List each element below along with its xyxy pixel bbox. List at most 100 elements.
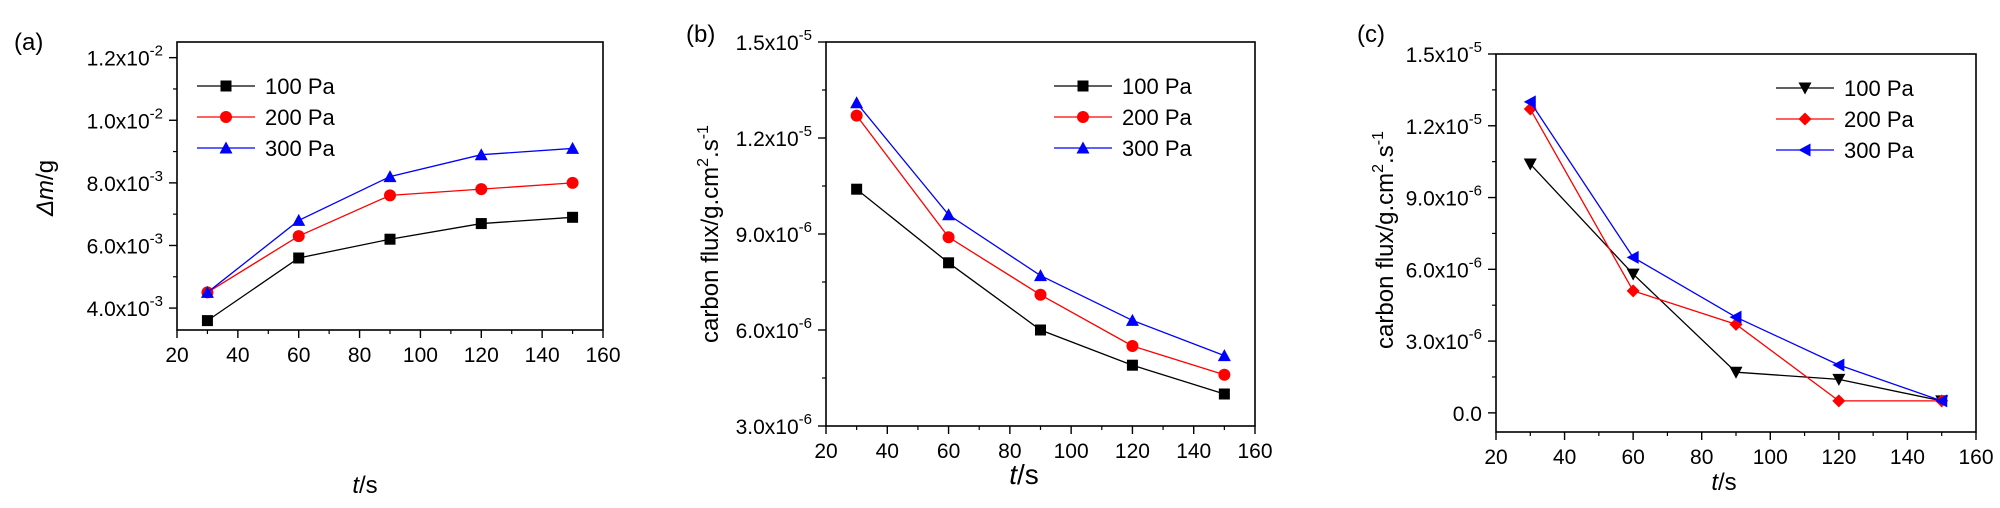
y-tick-label: 1.2x10-5 [1406, 111, 1482, 139]
data-point [1126, 359, 1138, 371]
data-point [566, 141, 580, 154]
series-200-pa [850, 109, 1231, 381]
data-point [1126, 340, 1139, 352]
data-point [383, 170, 397, 183]
y-tick-label: 9.0x10-6 [736, 219, 812, 247]
x-tick-label: 160 [585, 344, 620, 367]
data-point [1832, 358, 1845, 372]
x-tick-label: 60 [937, 440, 960, 463]
x-tick-label: 80 [1690, 446, 1713, 469]
legend-label: 200 Pa [265, 105, 335, 130]
y-tick-label: 1.2x10-5 [736, 123, 812, 151]
legend-label: 200 Pa [1844, 107, 1914, 132]
data-point [1935, 394, 1948, 408]
legend-marker [1077, 80, 1089, 92]
data-point [1218, 388, 1230, 400]
x-tick-label: 160 [1237, 440, 1272, 463]
panel-b: (b) 20 40 60 80 100 120 140 160 3.0x10-6 6.0x10-6 9… [686, 21, 1273, 490]
x-tick-label: 40 [1553, 446, 1576, 469]
panel-c-legend: 100 Pa 200 Pa 300 Pa [1776, 76, 1914, 163]
y-tick-label: 3.0x10-6 [1406, 326, 1482, 354]
data-point [1125, 313, 1139, 326]
legend-marker [220, 111, 232, 123]
x-tick-label: 20 [814, 440, 837, 463]
series-300-pa [1523, 95, 1948, 408]
y-tick-label: 6.0x10-3 [87, 230, 163, 258]
data-point [1729, 366, 1743, 379]
x-tick-label: 120 [464, 344, 499, 367]
panel-c-x-axis-label: t/s [1711, 469, 1736, 496]
x-tick-label: 120 [1115, 440, 1150, 463]
data-point [1626, 250, 1639, 264]
legend-marker [219, 141, 233, 154]
data-point [292, 230, 305, 243]
series-line [207, 216, 573, 322]
legend-marker [1798, 143, 1811, 157]
x-tick-label: 80 [998, 440, 1021, 463]
legend-marker [1077, 111, 1089, 123]
data-point [1034, 269, 1047, 282]
data-point [1626, 268, 1640, 281]
panel-c: (c) 20 40 60 80 100 120 140 160 0.0 3.0x10-6 6.0x10… [1357, 21, 1994, 496]
series-100-pa [201, 211, 579, 327]
x-tick-label: 40 [226, 344, 249, 367]
y-tick-label: 1.0x10-2 [87, 105, 163, 133]
panel-a: (a) 20 40 60 80 100 120 140 160 4.0x10-3 6.0x10-3 8… [14, 29, 621, 499]
data-point [474, 148, 488, 161]
data-point [200, 285, 214, 298]
panel-a-legend: 100 Pa 200 Pa 300 Pa [197, 74, 335, 161]
x-tick-label: 20 [165, 344, 188, 367]
series-300-pa [850, 96, 1231, 362]
legend-marker [1076, 141, 1090, 154]
panel-b-legend: 100 Pa 200 Pa 300 Pa [1054, 74, 1192, 161]
y-tick-label: 8.0x10-3 [87, 168, 163, 196]
panel-a-y-axis-label: Δm/g [32, 160, 59, 217]
data-point [1035, 324, 1046, 336]
series-100-pa [851, 183, 1230, 400]
data-point [201, 315, 213, 327]
data-point [475, 183, 488, 196]
series-100-pa [1523, 158, 1949, 408]
y-tick-label: 1.2x10-2 [87, 43, 163, 71]
legend-label: 100 Pa [1122, 74, 1192, 99]
data-point [1729, 310, 1742, 324]
data-point [851, 183, 863, 195]
data-point [942, 208, 956, 221]
panel-a-label: (a) [14, 29, 43, 56]
x-tick-label: 140 [1176, 440, 1211, 463]
panel-a-x-axis-label: t/s [352, 472, 377, 499]
x-tick-label: 60 [1621, 446, 1644, 469]
data-point [292, 213, 306, 226]
y-tick-label: 0.0 [1453, 403, 1482, 426]
legend-label: 200 Pa [1122, 105, 1192, 130]
series-300-pa [200, 141, 580, 298]
data-point [475, 218, 487, 230]
data-point [1034, 288, 1047, 301]
data-point [1832, 394, 1846, 408]
x-tick-label: 160 [1958, 446, 1993, 469]
y-tick-label: 6.0x10-6 [736, 315, 812, 343]
data-point [943, 257, 955, 269]
x-tick-label: 100 [1054, 440, 1089, 463]
data-point [1832, 373, 1846, 386]
data-point [1523, 95, 1536, 109]
data-point [850, 109, 863, 122]
data-point [1217, 349, 1231, 362]
legend-label: 300 Pa [265, 136, 335, 161]
data-point [850, 96, 864, 109]
x-tick-label: 100 [1753, 446, 1788, 469]
legend-marker [1798, 82, 1812, 95]
panel-c-label: (c) [1357, 21, 1385, 48]
y-tick-label: 1.5x10-5 [736, 27, 812, 55]
y-tick-label: 1.5x10-5 [1406, 39, 1482, 67]
data-point [293, 252, 305, 264]
x-tick-label: 100 [403, 344, 438, 367]
legend-marker [220, 80, 232, 92]
legend-label: 300 Pa [1122, 136, 1192, 161]
data-point [1626, 284, 1640, 298]
legend-marker [1798, 112, 1812, 126]
legend-label: 300 Pa [1844, 138, 1914, 163]
panel-c-y-axis-label: carbon flux/g.cm2.s-1 [1370, 131, 1399, 349]
y-tick-label: 3.0x10-6 [736, 411, 812, 439]
